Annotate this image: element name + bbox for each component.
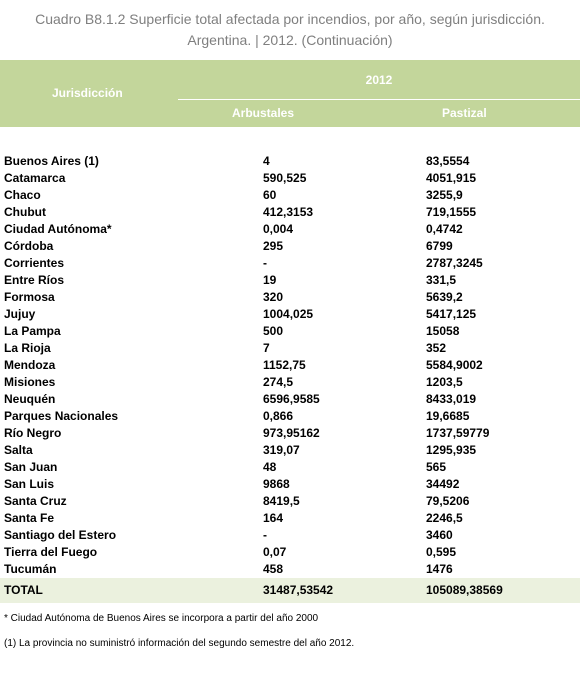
- cell: 6596,9585: [263, 392, 320, 406]
- cell: Mendoza: [4, 358, 56, 372]
- cell: Misiones: [4, 375, 56, 389]
- cell: 3255,9: [426, 188, 463, 202]
- cell: Formosa: [4, 290, 55, 304]
- cell: Catamarca: [4, 171, 66, 185]
- cell: 8419,5: [263, 494, 300, 508]
- cell: 352: [426, 341, 447, 355]
- cell: 0,595: [426, 545, 457, 559]
- cell: 1476: [426, 562, 453, 576]
- cell: 164: [263, 511, 284, 525]
- cell: Santa Fe: [4, 511, 55, 525]
- header-col: Arbustales: [232, 106, 295, 120]
- cell: 0,07: [263, 545, 287, 559]
- cell: 1152,75: [263, 358, 306, 372]
- cell: Ciudad Autónoma*: [4, 222, 112, 236]
- cell: Tierra del Fuego: [4, 545, 98, 559]
- cell: 320: [263, 290, 284, 304]
- cell: 5584,9002: [426, 358, 483, 372]
- cell: 295: [263, 239, 284, 253]
- header-rule: [178, 99, 580, 100]
- cell: 5639,2: [426, 290, 463, 304]
- cell: 60: [263, 188, 277, 202]
- cell: Tucumán: [4, 562, 57, 576]
- cell: Salta: [4, 443, 33, 457]
- cell: Neuquén: [4, 392, 56, 406]
- cell: 331,5: [426, 273, 457, 287]
- cell: Buenos Aires (1): [4, 154, 99, 168]
- note: * Ciudad Autónoma de Buenos Aires se inc…: [4, 613, 319, 624]
- cell: La Pampa: [4, 324, 61, 338]
- cell: 458: [263, 562, 284, 576]
- cell: -: [263, 256, 267, 270]
- cell: 5417,125: [426, 307, 477, 321]
- note: (1) La provincia no suministró informaci…: [4, 638, 355, 649]
- cell: 2787,3245: [426, 256, 483, 270]
- cell: 8433,019: [426, 392, 477, 406]
- header-year: 2012: [365, 73, 393, 87]
- cell: 1203,5: [426, 375, 463, 389]
- cell: 500: [263, 324, 284, 338]
- cell: San Luis: [4, 477, 55, 491]
- cell: Santiago del Estero: [4, 528, 117, 542]
- cell: Jujuy: [4, 307, 36, 321]
- cell: 31487,53542: [263, 583, 334, 597]
- cell: 4051,915: [426, 171, 477, 185]
- cell: San Juan: [4, 460, 58, 474]
- cell: 79,5206: [426, 494, 470, 508]
- cell: 973,95162: [263, 426, 320, 440]
- cell: 4: [263, 154, 270, 168]
- cell: 2246,5: [426, 511, 463, 525]
- cell: Entre Ríos: [4, 273, 65, 287]
- cell: 0,004: [263, 222, 294, 236]
- header-col: Pastizal: [442, 106, 487, 120]
- cell: 719,1555: [426, 205, 477, 219]
- cell: 48: [263, 460, 277, 474]
- cell: 3460: [426, 528, 453, 542]
- total-band: [0, 578, 580, 603]
- header-jurisdiction: Jurisdicción: [52, 86, 123, 100]
- cell: 319,07: [263, 443, 300, 457]
- cell: -: [263, 528, 267, 542]
- cell: Santa Cruz: [4, 494, 67, 508]
- cell: 590,525: [263, 171, 307, 185]
- cell: Córdoba: [4, 239, 54, 253]
- cell: 0,4742: [426, 222, 463, 236]
- cell: 1004,025: [263, 307, 314, 321]
- cell: 1737,59779: [426, 426, 490, 440]
- cell: Parques Nacionales: [4, 409, 119, 423]
- cell: 0,866: [263, 409, 294, 423]
- cell: 19: [263, 273, 277, 287]
- cell: TOTAL: [4, 583, 43, 597]
- cell: 83,5554: [426, 154, 470, 168]
- cell: 1295,935: [426, 443, 477, 457]
- title-line: Argentina. | 2012. (Continuación): [187, 32, 393, 48]
- cell: Corrientes: [4, 256, 65, 270]
- cell: 565: [426, 460, 447, 474]
- cell: 274,5: [263, 375, 294, 389]
- cell: 105089,38569: [426, 583, 503, 597]
- cell: 19,6685: [426, 409, 470, 423]
- cell: 9868: [263, 477, 290, 491]
- header-band: [0, 60, 580, 127]
- cell: 34492: [426, 477, 460, 491]
- cell: 6799: [426, 239, 453, 253]
- title-line: Cuadro B8.1.2 Superficie total afectada …: [35, 11, 545, 27]
- cell: 7: [263, 341, 270, 355]
- cell: 412,3153: [263, 205, 314, 219]
- cell: La Rioja: [4, 341, 51, 355]
- cell: Río Negro: [4, 426, 62, 440]
- cell: 15058: [426, 324, 460, 338]
- cell: Chubut: [4, 205, 46, 219]
- cell: Chaco: [4, 188, 41, 202]
